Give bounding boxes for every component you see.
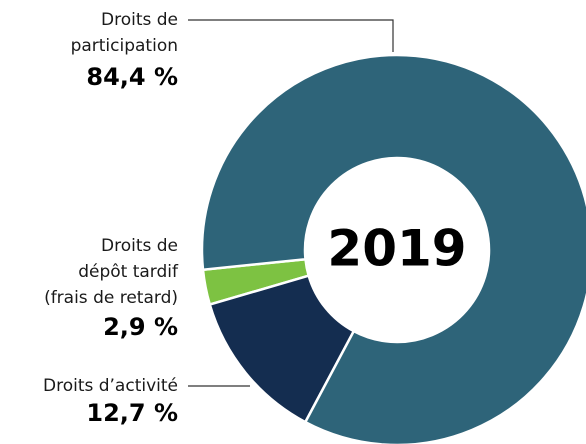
segment-label: dépôt tardif	[78, 262, 179, 282]
leader-line	[188, 19, 394, 52]
donut-segment	[200, 53, 586, 444]
segment-label: Droits de	[101, 236, 178, 256]
value-label: 84,4 %	[86, 63, 178, 91]
center-label: 2019	[327, 220, 466, 278]
segment-label: (frais de retard)	[44, 288, 178, 308]
segment-label: participation	[71, 36, 178, 56]
value-label: 2,9 %	[103, 313, 178, 341]
segment-label: Droits de	[101, 10, 178, 30]
segment-label: Droits d’activité	[43, 376, 178, 396]
donut-segment	[208, 274, 356, 424]
value-label: 12,7 %	[86, 399, 178, 427]
